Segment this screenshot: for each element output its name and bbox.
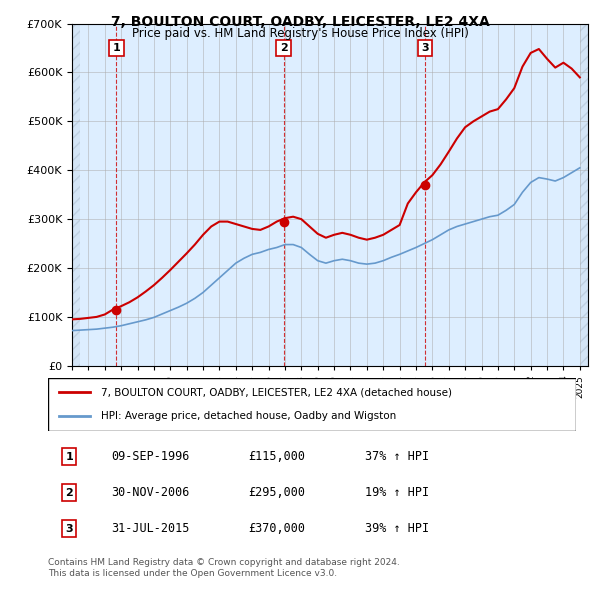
Text: 31-JUL-2015: 31-JUL-2015 (112, 522, 190, 535)
Text: 7, BOULTON COURT, OADBY, LEICESTER, LE2 4XA: 7, BOULTON COURT, OADBY, LEICESTER, LE2 … (110, 15, 490, 29)
Text: 3: 3 (421, 43, 428, 53)
FancyBboxPatch shape (48, 378, 576, 431)
Text: 2: 2 (280, 43, 287, 53)
Text: Contains HM Land Registry data © Crown copyright and database right 2024.: Contains HM Land Registry data © Crown c… (48, 558, 400, 566)
Text: 30-NOV-2006: 30-NOV-2006 (112, 486, 190, 499)
Text: 3: 3 (65, 523, 73, 533)
Text: 1: 1 (65, 452, 73, 462)
Text: Price paid vs. HM Land Registry's House Price Index (HPI): Price paid vs. HM Land Registry's House … (131, 27, 469, 40)
Text: 09-SEP-1996: 09-SEP-1996 (112, 450, 190, 463)
Text: 1: 1 (112, 43, 120, 53)
Text: 37% ↑ HPI: 37% ↑ HPI (365, 450, 429, 463)
Text: £115,000: £115,000 (248, 450, 305, 463)
Text: 2: 2 (65, 488, 73, 497)
Text: 19% ↑ HPI: 19% ↑ HPI (365, 486, 429, 499)
Text: 39% ↑ HPI: 39% ↑ HPI (365, 522, 429, 535)
Text: This data is licensed under the Open Government Licence v3.0.: This data is licensed under the Open Gov… (48, 569, 337, 578)
Text: 7, BOULTON COURT, OADBY, LEICESTER, LE2 4XA (detached house): 7, BOULTON COURT, OADBY, LEICESTER, LE2 … (101, 388, 452, 398)
Text: £370,000: £370,000 (248, 522, 305, 535)
Text: HPI: Average price, detached house, Oadby and Wigston: HPI: Average price, detached house, Oadb… (101, 411, 396, 421)
Text: £295,000: £295,000 (248, 486, 305, 499)
